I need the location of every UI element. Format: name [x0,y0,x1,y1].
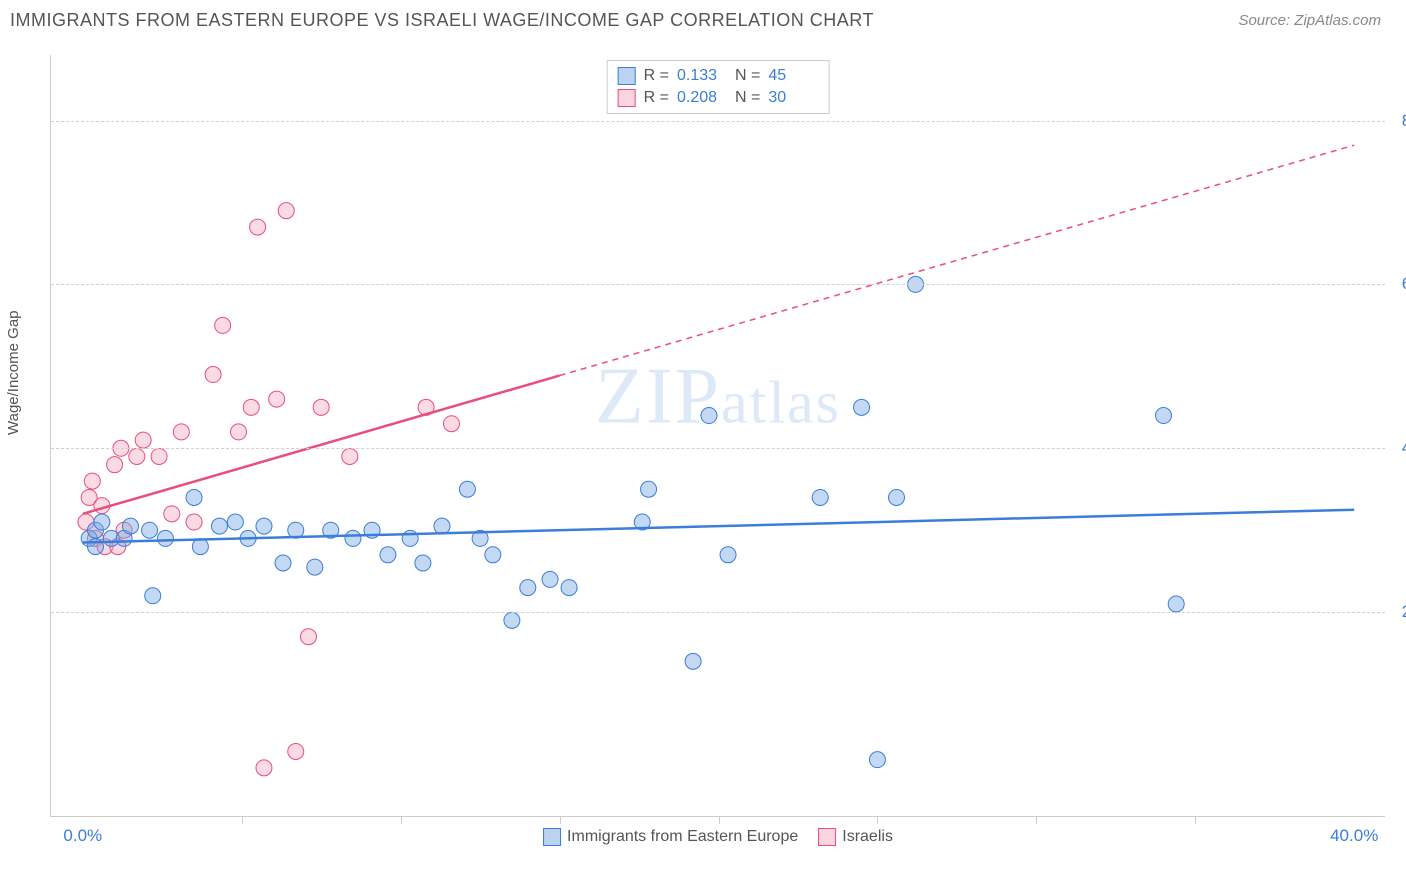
gridline [51,284,1385,285]
scatter-point-blue [275,555,291,571]
trend-blue-solid [83,510,1354,543]
legend-correlation: R = 0.133 N = 45 R = 0.208 N = 30 [607,60,830,114]
trend-pink-solid [83,376,560,514]
legend-row: R = 0.133 N = 45 [618,65,819,87]
scatter-point-blue [186,489,202,505]
n-label: N = [735,67,760,85]
legend-swatch [618,89,636,107]
scatter-point-blue [854,399,870,415]
y-axis-label: Wage/Income Gap [5,310,22,435]
y-tick-label: 80.0% [1402,111,1406,131]
scatter-point-blue [415,555,431,571]
scatter-point-pink [256,760,272,776]
scatter-point-pink [173,424,189,440]
chart-title: IMMIGRANTS FROM EASTERN EUROPE VS ISRAEL… [10,10,874,31]
scatter-point-blue [227,514,243,530]
plot-area: ZIPatlas R =0.133N =45R =0.208N =30 20.0… [50,55,1385,817]
scatter-point-blue [1168,596,1184,612]
scatter-point-blue [1156,408,1172,424]
x-tick [560,816,561,824]
scatter-point-blue [145,588,161,604]
scatter-point-pink [342,448,358,464]
scatter-point-pink [313,399,329,415]
scatter-point-blue [504,612,520,628]
y-tick-label: 40.0% [1402,438,1406,458]
scatter-point-pink [215,317,231,333]
gridline [51,612,1385,613]
scatter-point-blue [485,547,501,563]
scatter-point-pink [164,506,180,522]
scatter-point-blue [122,518,138,534]
y-tick-label: 20.0% [1402,602,1406,622]
n-label: N = [735,89,760,107]
scatter-point-pink [231,424,247,440]
scatter-point-blue [520,580,536,596]
gridline [51,121,1385,122]
scatter-point-blue [720,547,736,563]
scatter-point-pink [444,416,460,432]
legend-row: R = 0.208 N = 30 [618,87,819,109]
legend-series: Immigrants from Eastern Europe Israelis [543,828,893,846]
scatter-point-pink [135,432,151,448]
scatter-point-blue [192,539,208,555]
scatter-point-blue [157,530,173,546]
scatter-point-blue [641,481,657,497]
legend-item: Israelis [818,828,893,846]
scatter-point-blue [459,481,475,497]
legend-swatch [618,67,636,85]
scatter-point-blue [701,408,717,424]
scatter-point-pink [107,457,123,473]
scatter-point-blue [869,752,885,768]
r-value: 0.133 [677,67,727,85]
scatter-point-pink [186,514,202,530]
scatter-point-pink [243,399,259,415]
scatter-point-pink [250,219,266,235]
legend-item: Immigrants from Eastern Europe [543,828,798,846]
scatter-point-blue [94,514,110,530]
r-label: R = [644,67,669,85]
scatter-point-blue [345,530,361,546]
x-tick [1036,816,1037,824]
legend-label: Israelis [842,828,893,846]
gridline [51,448,1385,449]
scatter-point-pink [288,743,304,759]
scatter-point-pink [278,203,294,219]
x-tick-label: 0.0% [63,826,102,846]
x-tick [242,816,243,824]
scatter-point-blue [142,522,158,538]
x-tick [401,816,402,824]
scatter-point-pink [300,629,316,645]
scatter-point-pink [151,448,167,464]
scatter-point-blue [256,518,272,534]
scatter-point-blue [307,559,323,575]
scatter-point-blue [812,489,828,505]
chart-svg [51,55,1385,816]
y-tick-label: 60.0% [1402,274,1406,294]
scatter-point-pink [269,391,285,407]
scatter-point-pink [205,367,221,383]
n-value: 30 [768,89,818,107]
source-label: Source: ZipAtlas.com [1238,12,1381,29]
scatter-point-blue [889,489,905,505]
scatter-point-pink [84,473,100,489]
x-tick [877,816,878,824]
r-value: 0.208 [677,89,727,107]
scatter-point-blue [561,580,577,596]
x-tick [1195,816,1196,824]
n-value: 45 [768,67,818,85]
legend-label: Immigrants from Eastern Europe [567,828,798,846]
scatter-point-blue [434,518,450,534]
scatter-point-blue [211,518,227,534]
x-tick-label: 40.0% [1330,826,1378,846]
scatter-point-blue [685,653,701,669]
r-label: R = [644,89,669,107]
scatter-point-pink [129,448,145,464]
legend-swatch [543,828,561,846]
x-tick [719,816,720,824]
scatter-point-blue [542,571,558,587]
trend-pink-dashed [560,145,1355,375]
legend-swatch [818,828,836,846]
scatter-point-blue [380,547,396,563]
